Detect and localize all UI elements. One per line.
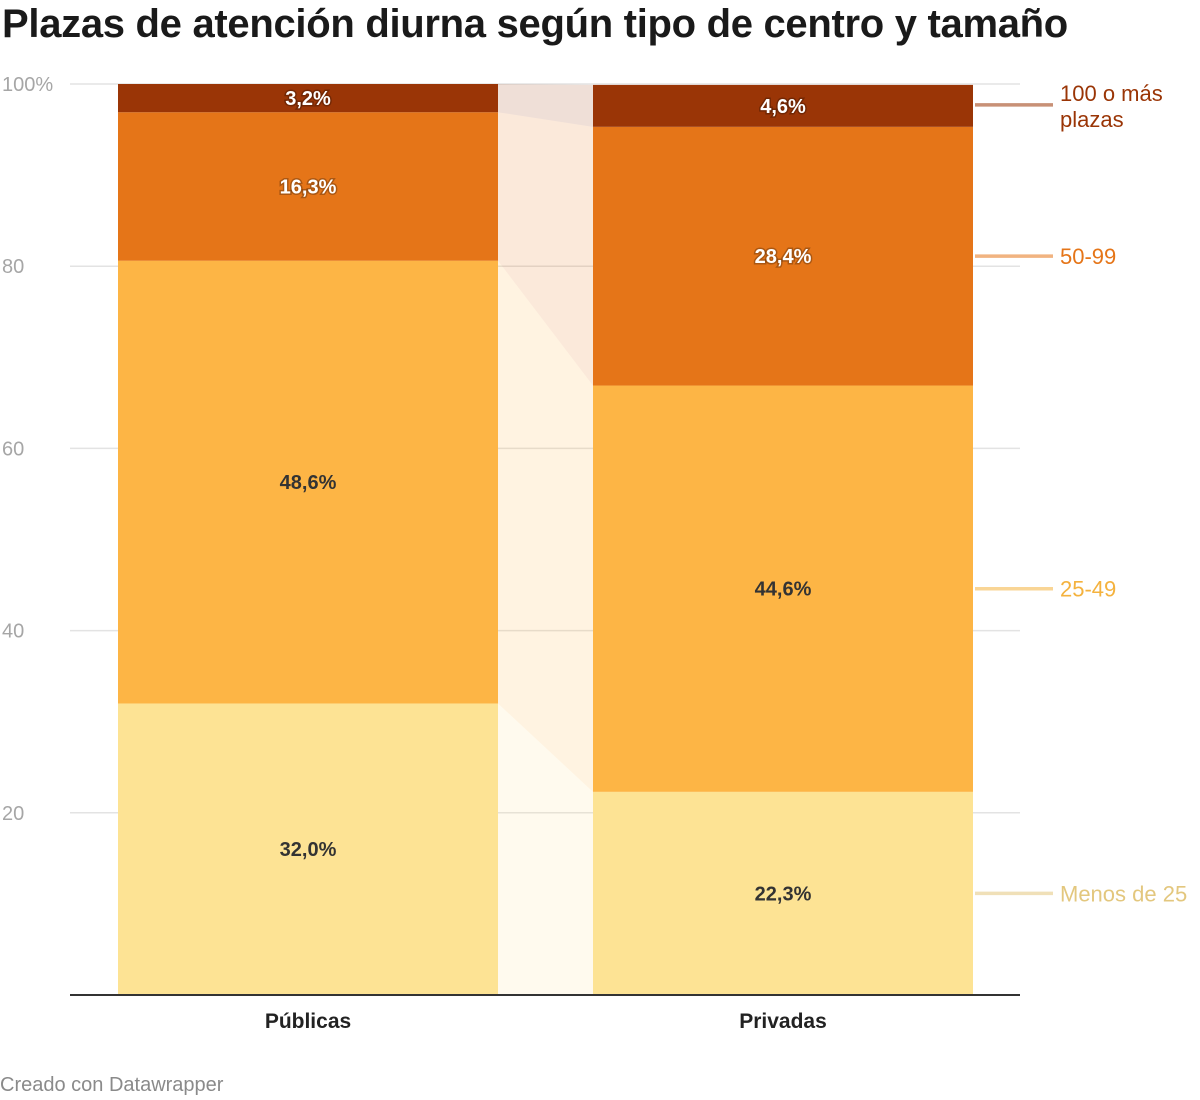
bar-segments: [118, 84, 973, 995]
bar-segment: [593, 385, 973, 792]
connector-band: [498, 703, 593, 995]
x-category-label: Privadas: [739, 1010, 827, 1033]
legend-label: 25-49: [1060, 577, 1116, 602]
bar-segment: [118, 703, 498, 995]
value-label: 3,2%: [285, 88, 331, 110]
bar-segment: [118, 112, 498, 261]
value-labels: 32,0% 48,6% 16,3% 3,2% 22,3% 44,6% 28,4% 4,6%: [278, 87, 813, 906]
bar-segment: [118, 84, 498, 113]
chart-title: Plazas de atención diurna según tipo de …: [2, 2, 1068, 46]
value-label: 4,6%: [760, 96, 806, 118]
x-category-label: Públicas: [265, 1010, 351, 1033]
legend-label: 100 o más plazas: [1060, 81, 1163, 132]
bar-segment: [593, 791, 973, 995]
legend-label: 50-99: [1060, 244, 1116, 269]
legend-label: Menos de 25: [1060, 881, 1187, 906]
y-tick-label: 20: [2, 803, 24, 825]
y-tick-label: 100%: [2, 74, 53, 96]
axes: 20 40 60 80 100% Públicas Privadas: [2, 74, 1020, 1033]
bar-segment: [118, 260, 498, 704]
y-tick-label: 40: [2, 621, 24, 643]
value-label: 32,0%: [280, 839, 337, 861]
credit-text: Creado con Datawrapper: [0, 1074, 224, 1096]
value-label: 16,3%: [280, 176, 337, 198]
legend: Menos de 25 25-49 50-99 100 o más plazas: [975, 81, 1187, 906]
bar-segment: [593, 84, 973, 127]
y-tick-label: 60: [2, 438, 24, 460]
connector-band: [498, 260, 593, 792]
stacked-bar-chart: 32,0% 48,6% 16,3% 3,2% 22,3% 44,6% 28,4% 4,6% 2…: [2, 74, 1187, 1033]
connector-band: [498, 84, 593, 127]
value-label: 44,6%: [755, 579, 812, 601]
value-label: 28,4%: [755, 246, 812, 268]
value-label: 22,3%: [755, 883, 812, 905]
connector-band: [498, 112, 593, 386]
y-tick-label: 80: [2, 256, 24, 278]
value-label: 48,6%: [280, 472, 337, 494]
connector-bands: [498, 84, 593, 995]
bar-segment: [593, 126, 973, 386]
